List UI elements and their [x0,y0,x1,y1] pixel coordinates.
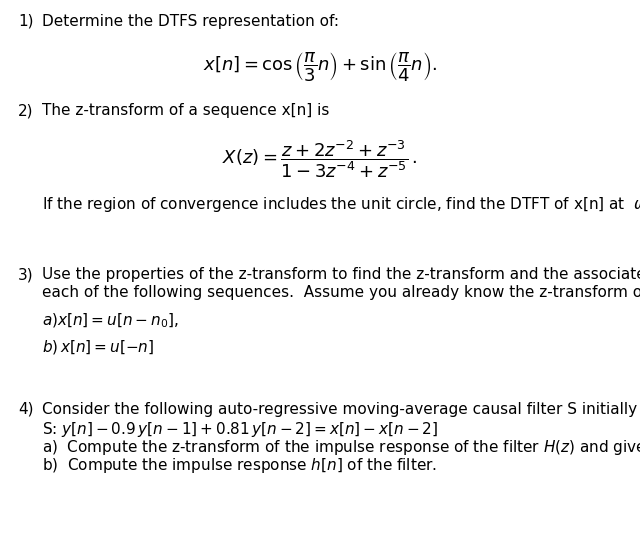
Text: Use the properties of the z-transform to find the z-transform and the associated: Use the properties of the z-transform to… [42,267,640,282]
Text: $a)x[n] = u[n - n_0],$: $a)x[n] = u[n - n_0],$ [42,312,179,330]
Text: $X(z)=\dfrac{z+2z^{-2}+z^{-3}}{1-3z^{-4}+z^{-5}}\,.$: $X(z)=\dfrac{z+2z^{-2}+z^{-3}}{1-3z^{-4}… [222,138,418,180]
Text: S: $y[n] - 0.9\, y[n-1] + 0.81\, y[n-2] = x[n] - x[n-2]$: S: $y[n] - 0.9\, y[n-1] + 0.81\, y[n-2] … [42,420,438,439]
Text: $x[n] = \cos\left(\dfrac{\pi}{3}n\right) + \sin\left(\dfrac{\pi}{4}n\right).$: $x[n] = \cos\left(\dfrac{\pi}{3}n\right)… [203,50,437,83]
Text: If the region of convergence includes the unit circle, find the DTFT of x[n] at : If the region of convergence includes th… [42,195,640,214]
Text: 1): 1) [18,14,33,29]
Text: The z-transform of a sequence x[n] is: The z-transform of a sequence x[n] is [42,103,330,118]
Text: 3): 3) [18,267,34,282]
Text: b)  Compute the impulse response $h[n]$ of the filter.: b) Compute the impulse response $h[n]$ o… [42,456,437,475]
Text: Consider the following auto-regressive moving-average causal filter S initially : Consider the following auto-regressive m… [42,402,640,417]
Text: a)  Compute the z-transform of the impulse response of the filter $H(z)$ and giv: a) Compute the z-transform of the impuls… [42,438,640,457]
Text: 4): 4) [18,402,33,417]
Text: $b)\, x[n] = u[-n]$: $b)\, x[n] = u[-n]$ [42,338,154,356]
Text: Determine the DTFS representation of:: Determine the DTFS representation of: [42,14,339,29]
Text: 2): 2) [18,103,33,118]
Text: each of the following sequences.  Assume you already know the z-transform of u[n: each of the following sequences. Assume … [42,285,640,300]
